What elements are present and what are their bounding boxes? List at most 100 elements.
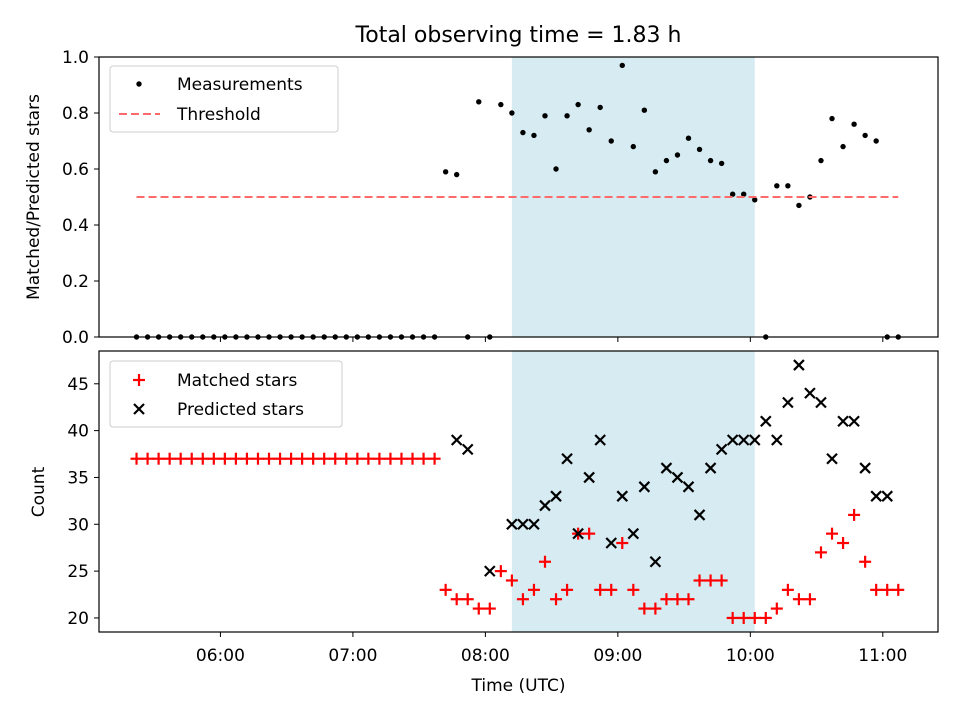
- ratio-y-axis-label: Matched/Predicted stars: [24, 94, 44, 300]
- count-y-tick-label: 45: [67, 375, 89, 395]
- chart-figure: Total observing time = 1.83 h 0.0 0.2 0.4 0…: [0, 0, 960, 720]
- matched-star-point: [274, 453, 286, 465]
- measurement-point: [862, 133, 867, 138]
- count-x-ticks: 06:00 07:00 08:00 09:00 10:00 11:00: [196, 632, 907, 666]
- predicted-star-point: [463, 444, 473, 454]
- measurement-point: [675, 152, 680, 157]
- ratio-x-ticks: [220, 337, 882, 342]
- measurement-point: [520, 130, 525, 135]
- measurements-legend-marker: [136, 81, 141, 86]
- matched-star-point: [318, 453, 330, 465]
- matched-star-point: [142, 453, 154, 465]
- ratio-y-tick-label: 0.2: [62, 272, 89, 292]
- x-axis-label: Time (UTC): [471, 676, 566, 696]
- ratio-y-tick-label: 1.0: [62, 48, 89, 68]
- matched-star-point: [451, 593, 463, 605]
- measurement-point: [542, 113, 547, 118]
- matched-star-point: [859, 556, 871, 568]
- matched-star-point: [296, 453, 308, 465]
- measurement-point: [498, 102, 503, 107]
- measurement-point: [829, 116, 834, 121]
- count-y-tick-label: 20: [67, 609, 89, 629]
- x-tick-label: 06:00: [196, 646, 245, 666]
- ratio-y-ticks: 0.00.20.40.60.81.0: [62, 48, 99, 348]
- matched-star-point: [484, 603, 496, 615]
- predicted-star-point: [882, 491, 892, 501]
- matched-star-point: [771, 603, 783, 615]
- ratio-y-tick-label: 0.4: [62, 216, 89, 236]
- measurement-point: [664, 158, 669, 163]
- count-y-tick-label: 30: [67, 515, 89, 535]
- matched-star-point: [362, 453, 374, 465]
- predicted-star-point: [794, 360, 804, 370]
- predicted-star-point: [871, 491, 881, 501]
- matched-star-point: [826, 528, 838, 540]
- predicted-star-point: [827, 454, 837, 464]
- measurement-point: [575, 102, 580, 107]
- matched-star-point: [395, 453, 407, 465]
- measurement-point: [840, 144, 845, 149]
- matched-star-point: [440, 584, 452, 596]
- matched-star-point: [351, 453, 363, 465]
- matched-star-point: [241, 453, 253, 465]
- predicted-star-point: [838, 416, 848, 426]
- ratio-panel: 0.0 0.2 0.4 0.6 0.8 1.0 Matched/Predicted sta…: [24, 48, 938, 348]
- matched-star-point: [384, 453, 396, 465]
- matched-star-point: [760, 612, 772, 624]
- measurement-point: [708, 158, 713, 163]
- matched-star-point: [804, 593, 816, 605]
- matched-star-point: [329, 453, 341, 465]
- matched-star-point: [848, 509, 860, 521]
- x-tick-label: 09:00: [593, 646, 642, 666]
- measurement-point: [697, 147, 702, 152]
- measurement-point: [454, 172, 459, 177]
- matched-star-point: [175, 453, 187, 465]
- measurement-point: [818, 158, 823, 163]
- count-y-tick-label: 25: [67, 562, 89, 582]
- matched-star-point: [782, 584, 794, 596]
- measurement-point: [631, 144, 636, 149]
- matched-star-point: [407, 453, 419, 465]
- matched-star-point: [197, 453, 209, 465]
- predicted-star-point: [783, 398, 793, 408]
- measurement-point: [531, 133, 536, 138]
- matched-star-point: [462, 593, 474, 605]
- x-tick-label: 10:00: [726, 646, 775, 666]
- matched-star-point: [870, 584, 882, 596]
- measurement-point: [873, 138, 878, 143]
- matched-star-point: [495, 565, 507, 577]
- count-y-tick-label: 35: [67, 468, 89, 488]
- ratio-y-tick-label: 0.0: [62, 328, 89, 348]
- figure-title: Total observing time = 1.83 h: [355, 23, 682, 48]
- predicted-star-point: [761, 416, 771, 426]
- matched-star-point: [793, 593, 805, 605]
- threshold-legend-label: Threshold: [176, 105, 261, 125]
- matched-star-point: [418, 453, 430, 465]
- measurement-point: [586, 127, 591, 132]
- count-y-ticks: 20 25 30 35 40 45: [67, 375, 99, 629]
- matched-star-point: [263, 453, 275, 465]
- predicted-star-point: [485, 566, 495, 576]
- matched-star-point: [285, 453, 297, 465]
- measurement-point: [597, 105, 602, 110]
- x-tick-label: 11:00: [858, 646, 907, 666]
- matched-star-point: [307, 453, 319, 465]
- matched-star-point: [219, 453, 231, 465]
- ratio-y-tick-label: 0.8: [62, 104, 89, 124]
- matched-star-point: [164, 453, 176, 465]
- x-tick-label: 08:00: [461, 646, 510, 666]
- measurement-point: [774, 183, 779, 188]
- predicted-star-point: [816, 398, 826, 408]
- measurement-point: [609, 138, 614, 143]
- matched-star-point: [881, 584, 893, 596]
- predicted-star-point: [452, 435, 462, 445]
- count-legend: Matched stars Predicted stars: [110, 361, 342, 427]
- matched-star-point: [837, 537, 849, 549]
- matched-star-point: [429, 453, 441, 465]
- measurement-point: [509, 110, 514, 115]
- matched-star-point: [373, 453, 385, 465]
- measurement-point: [642, 108, 647, 113]
- count-y-tick-label: 40: [67, 422, 89, 442]
- measurement-point: [851, 122, 856, 127]
- measurement-point: [719, 161, 724, 166]
